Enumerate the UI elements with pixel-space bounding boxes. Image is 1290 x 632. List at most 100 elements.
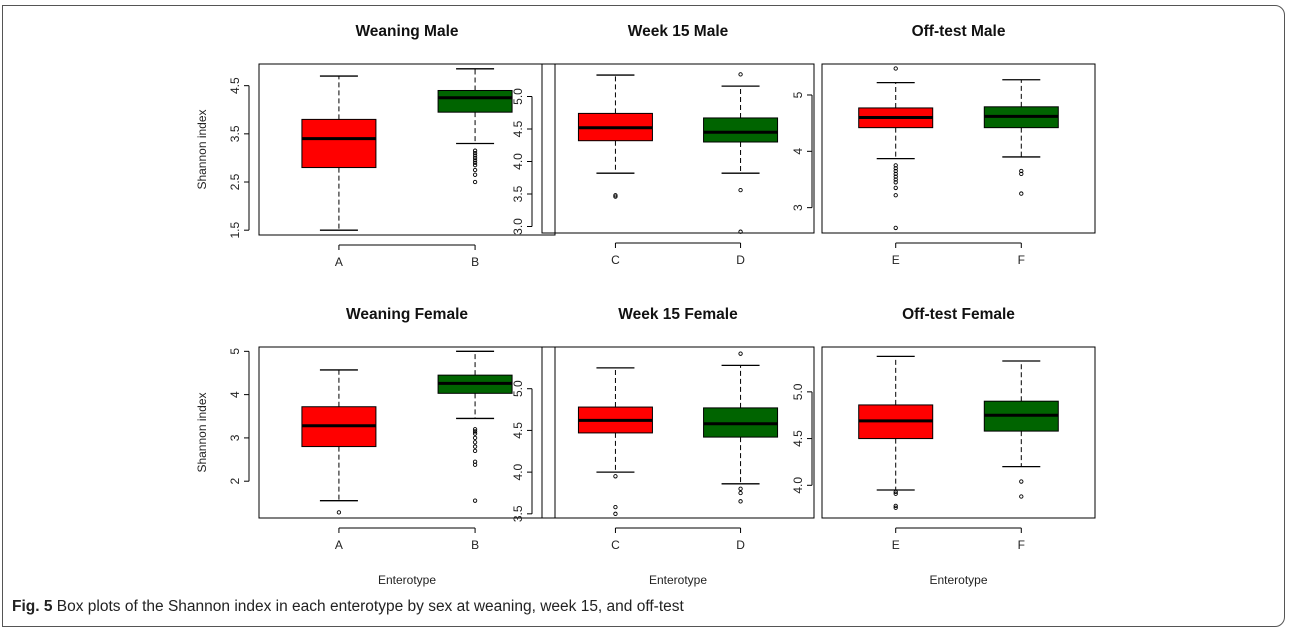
plot-frame: [258, 346, 556, 519]
outlier-point: [893, 171, 898, 177]
iqr-box: [301, 118, 377, 169]
outlier-point: [472, 498, 478, 503]
x-tick-label: A: [335, 538, 343, 552]
outlier-point: [472, 444, 478, 449]
outlier-point: [1019, 168, 1024, 174]
y-tick-label: 5: [228, 348, 242, 355]
figure-frame: [2, 5, 1285, 627]
plot-frame: [541, 346, 815, 519]
y-tick-label: 3.5: [511, 505, 525, 522]
x-axis-label: Enterotype: [378, 573, 436, 587]
panel-title: Weaning Female: [346, 306, 468, 323]
y-tick-label: 3: [791, 204, 805, 211]
outlier-point: [1019, 191, 1024, 196]
x-tick-label: C: [611, 253, 620, 267]
y-tick-label: 4.5: [791, 430, 805, 447]
outlier-point: [893, 163, 898, 168]
y-tick-label: 5: [791, 91, 805, 98]
outlier-point: [472, 427, 478, 432]
outlier-point: [472, 179, 478, 185]
outlier-point: [738, 486, 743, 491]
box-A: [301, 75, 377, 231]
caption-label: Fig. 5: [12, 598, 53, 615]
y-axis-label: Shannon index: [195, 392, 209, 472]
box-F: [983, 79, 1059, 196]
outlier-point: [738, 490, 743, 496]
plot-frame: [541, 63, 815, 234]
outlier-point: [472, 440, 478, 445]
y-tick-label: 3: [228, 434, 242, 441]
chart-panel: Weaning Female 2 3 4 5 A B Shannon index Enterot…: [195, 306, 556, 587]
outlier-point: [472, 167, 478, 173]
outlier-point: [472, 158, 478, 163]
box-D: [703, 351, 779, 504]
iqr-box: [703, 117, 779, 143]
outlier-point: [893, 503, 898, 509]
box-C: [577, 367, 653, 516]
x-axis-label: Enterotype: [929, 573, 987, 587]
x-tick-label: C: [611, 538, 620, 552]
box-F: [983, 360, 1059, 499]
outlier-point: [472, 160, 478, 165]
y-tick-label: 5.0: [511, 88, 525, 105]
outlier-point: [893, 180, 898, 185]
box-E: [858, 355, 934, 510]
x-tick-label: E: [892, 253, 900, 267]
x-tick-label: A: [335, 255, 343, 269]
outlier-point: [738, 351, 743, 356]
panel-title: Weaning Male: [355, 23, 458, 40]
outlier-point: [893, 166, 898, 171]
chart-panel: Off-test Female 4.0 4.5 5.0 E F Enterotype: [791, 306, 1096, 587]
box-E: [858, 66, 934, 231]
x-axis-label: Enterotype: [649, 573, 707, 587]
outlier-point: [472, 148, 478, 153]
y-tick-label: 4.0: [791, 477, 805, 494]
panel-title: Off-test Male: [912, 23, 1006, 40]
outlier-point: [1019, 479, 1024, 484]
chart-panel: Week 15 Male 3.0 3.5 4.0 4.5 5.0 C D: [511, 23, 815, 267]
box-B: [437, 350, 513, 503]
outlier-point: [472, 448, 478, 454]
panel-title: Week 15 Male: [628, 23, 729, 40]
chart-panel: Weaning Male 1.5 2.5 3.5 4.5 A B Shannon index: [195, 23, 556, 269]
caption-text: Box plots of the Shannon index in each e…: [56, 598, 684, 615]
y-tick-label: 4.5: [228, 77, 242, 94]
chart-panel: Off-test Male 3 4 5 E F: [791, 23, 1096, 267]
y-tick-label: 3.5: [511, 185, 525, 202]
y-tick-label: 4.0: [511, 153, 525, 170]
outlier-point: [472, 429, 478, 434]
outlier-point: [472, 172, 478, 177]
outlier-point: [893, 66, 898, 71]
y-tick-label: 1.5: [228, 222, 242, 239]
outlier-point: [613, 511, 618, 516]
x-tick-label: B: [471, 255, 479, 269]
outlier-point: [893, 505, 898, 510]
y-tick-label: 5.0: [791, 383, 805, 400]
outlier-point: [613, 474, 618, 479]
outlier-point: [893, 185, 898, 191]
outlier-point: [1019, 494, 1024, 499]
plot-frame: [258, 63, 556, 236]
outlier-point: [893, 193, 898, 198]
outlier-point: [893, 177, 898, 182]
y-tick-label: 3.0: [511, 218, 525, 235]
x-tick-label: F: [1018, 253, 1025, 267]
outlier-point: [472, 462, 478, 467]
y-tick-label: 4: [791, 148, 805, 155]
y-tick-label: 5.0: [511, 380, 525, 397]
iqr-box: [437, 89, 513, 113]
outlier-point: [472, 155, 478, 161]
outlier-point: [738, 499, 743, 504]
box-D: [703, 72, 779, 234]
outlier-point: [613, 505, 618, 510]
x-tick-label: F: [1018, 538, 1025, 552]
box-C: [577, 74, 653, 199]
outlier-point: [738, 229, 743, 234]
y-tick-label: 2: [228, 478, 242, 485]
y-axis-label: Shannon index: [195, 109, 209, 189]
outlier-point: [893, 489, 898, 494]
outlier-point: [893, 491, 898, 496]
x-tick-label: D: [736, 253, 745, 267]
x-tick-label: E: [892, 538, 900, 552]
